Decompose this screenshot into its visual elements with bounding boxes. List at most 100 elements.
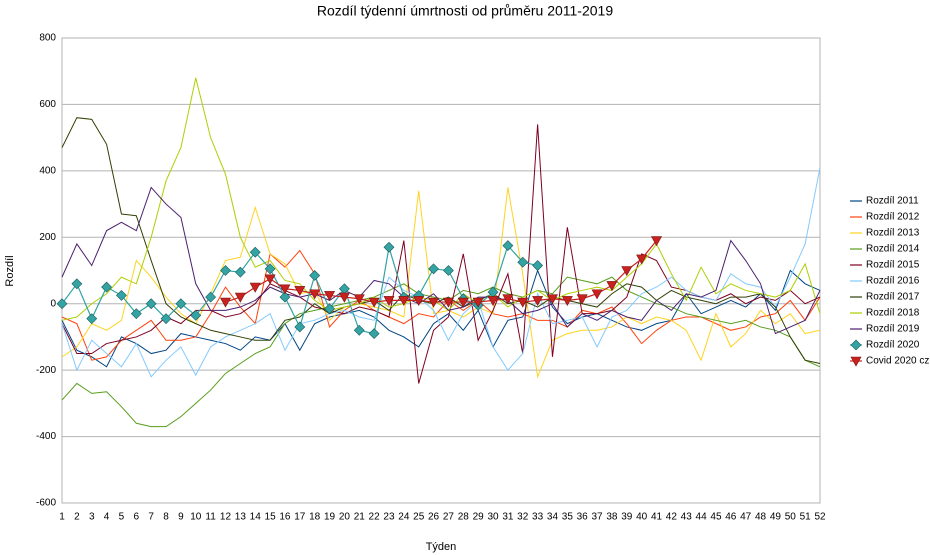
marker bbox=[338, 292, 350, 303]
marker bbox=[219, 297, 231, 308]
x-tick-label: 19 bbox=[324, 512, 336, 523]
x-tick-label: 43 bbox=[681, 512, 693, 523]
x-tick-label: 5 bbox=[119, 512, 125, 523]
x-tick-label: 42 bbox=[666, 512, 678, 523]
marker bbox=[205, 291, 217, 303]
series-line bbox=[61, 249, 821, 361]
series-line bbox=[61, 276, 821, 428]
x-tick-label: 51 bbox=[800, 512, 812, 523]
x-tick-label: 26 bbox=[428, 512, 440, 523]
x-tick-label: 8 bbox=[163, 512, 169, 523]
y-tick-label: -400 bbox=[36, 431, 56, 442]
y-tick-label: -200 bbox=[36, 365, 56, 376]
marker bbox=[591, 289, 603, 300]
series-line bbox=[61, 167, 821, 378]
x-tick-label: 37 bbox=[591, 512, 603, 523]
series-line bbox=[61, 187, 821, 379]
y-tick-label: 400 bbox=[39, 165, 56, 176]
marker bbox=[249, 282, 261, 293]
marker bbox=[502, 294, 514, 305]
legend-label: Rozdíl 2019 bbox=[866, 324, 920, 335]
marker bbox=[264, 274, 276, 285]
marker bbox=[234, 266, 246, 278]
legend-label: Rozdíl 2014 bbox=[866, 244, 920, 255]
legend-label: Rozdíl 2020 bbox=[866, 340, 920, 351]
x-tick-label: 24 bbox=[398, 512, 410, 523]
x-tick-label: 46 bbox=[725, 512, 737, 523]
marker bbox=[56, 298, 68, 310]
x-tick-label: 20 bbox=[339, 512, 351, 523]
legend-label: Rozdíl 2017 bbox=[866, 292, 920, 303]
x-tick-label: 9 bbox=[178, 512, 184, 523]
x-tick-label: 49 bbox=[770, 512, 782, 523]
x-tick-label: 34 bbox=[547, 512, 559, 523]
legend-marker bbox=[850, 356, 862, 367]
legend-marker bbox=[850, 339, 862, 351]
marker bbox=[309, 289, 321, 300]
marker bbox=[487, 296, 499, 307]
marker bbox=[428, 297, 440, 308]
x-tick-label: 44 bbox=[696, 512, 708, 523]
x-tick-label: 30 bbox=[487, 512, 499, 523]
x-tick-label: 17 bbox=[294, 512, 306, 523]
x-tick-label: 28 bbox=[458, 512, 470, 523]
marker bbox=[101, 281, 113, 293]
marker bbox=[546, 294, 558, 305]
x-tick-label: 23 bbox=[383, 512, 395, 523]
x-tick-label: 40 bbox=[636, 512, 648, 523]
marker bbox=[279, 284, 291, 295]
marker bbox=[413, 296, 425, 307]
series-line bbox=[61, 269, 821, 368]
y-axis-label: Rozdíl bbox=[4, 255, 16, 286]
x-tick-label: 45 bbox=[710, 512, 722, 523]
marker bbox=[472, 297, 484, 308]
legend-label: Covid 2020 cz bbox=[866, 356, 929, 367]
marker bbox=[145, 298, 157, 310]
marker bbox=[279, 291, 291, 303]
x-tick-label: 52 bbox=[814, 512, 826, 523]
x-tick-label: 39 bbox=[621, 512, 633, 523]
marker bbox=[324, 303, 335, 315]
x-tick-label: 7 bbox=[148, 512, 154, 523]
x-tick-label: 33 bbox=[532, 512, 544, 523]
x-tick-label: 29 bbox=[473, 512, 485, 523]
legend-label: Rozdíl 2015 bbox=[866, 260, 920, 271]
plot-frame bbox=[61, 37, 821, 504]
x-tick-label: 15 bbox=[265, 512, 277, 523]
y-tick-label: 800 bbox=[39, 33, 56, 44]
x-tick-label: 14 bbox=[250, 512, 262, 523]
x-tick-label: 10 bbox=[190, 512, 202, 523]
series-line bbox=[61, 117, 821, 364]
marker bbox=[457, 297, 469, 308]
x-tick-label: 50 bbox=[785, 512, 797, 523]
marker bbox=[234, 292, 246, 303]
x-tick-label: 27 bbox=[443, 512, 455, 523]
marker bbox=[442, 297, 454, 308]
marker bbox=[517, 256, 529, 268]
marker bbox=[220, 265, 231, 276]
marker bbox=[190, 309, 202, 321]
marker bbox=[86, 313, 98, 325]
marker bbox=[636, 254, 648, 265]
y-tick-label: -600 bbox=[36, 498, 56, 509]
marker bbox=[398, 296, 410, 307]
x-tick-label: 25 bbox=[413, 512, 425, 523]
marker bbox=[160, 313, 172, 325]
x-tick-label: 6 bbox=[134, 512, 140, 523]
x-tick-label: 35 bbox=[562, 512, 574, 523]
marker bbox=[383, 241, 395, 253]
legend-label: Rozdíl 2013 bbox=[866, 228, 920, 239]
marker bbox=[428, 263, 439, 275]
marker bbox=[606, 281, 618, 292]
marker bbox=[502, 240, 514, 252]
marker bbox=[517, 297, 529, 308]
marker bbox=[532, 260, 544, 271]
marker bbox=[324, 291, 336, 302]
x-tick-label: 13 bbox=[235, 512, 247, 523]
chart-title: Rozdíl týdenní úmrtnosti od průměru 2011… bbox=[317, 3, 613, 19]
y-tick-label: 600 bbox=[39, 99, 56, 110]
x-tick-label: 38 bbox=[606, 512, 618, 523]
marker bbox=[175, 298, 187, 310]
x-tick-label: 18 bbox=[309, 512, 321, 523]
